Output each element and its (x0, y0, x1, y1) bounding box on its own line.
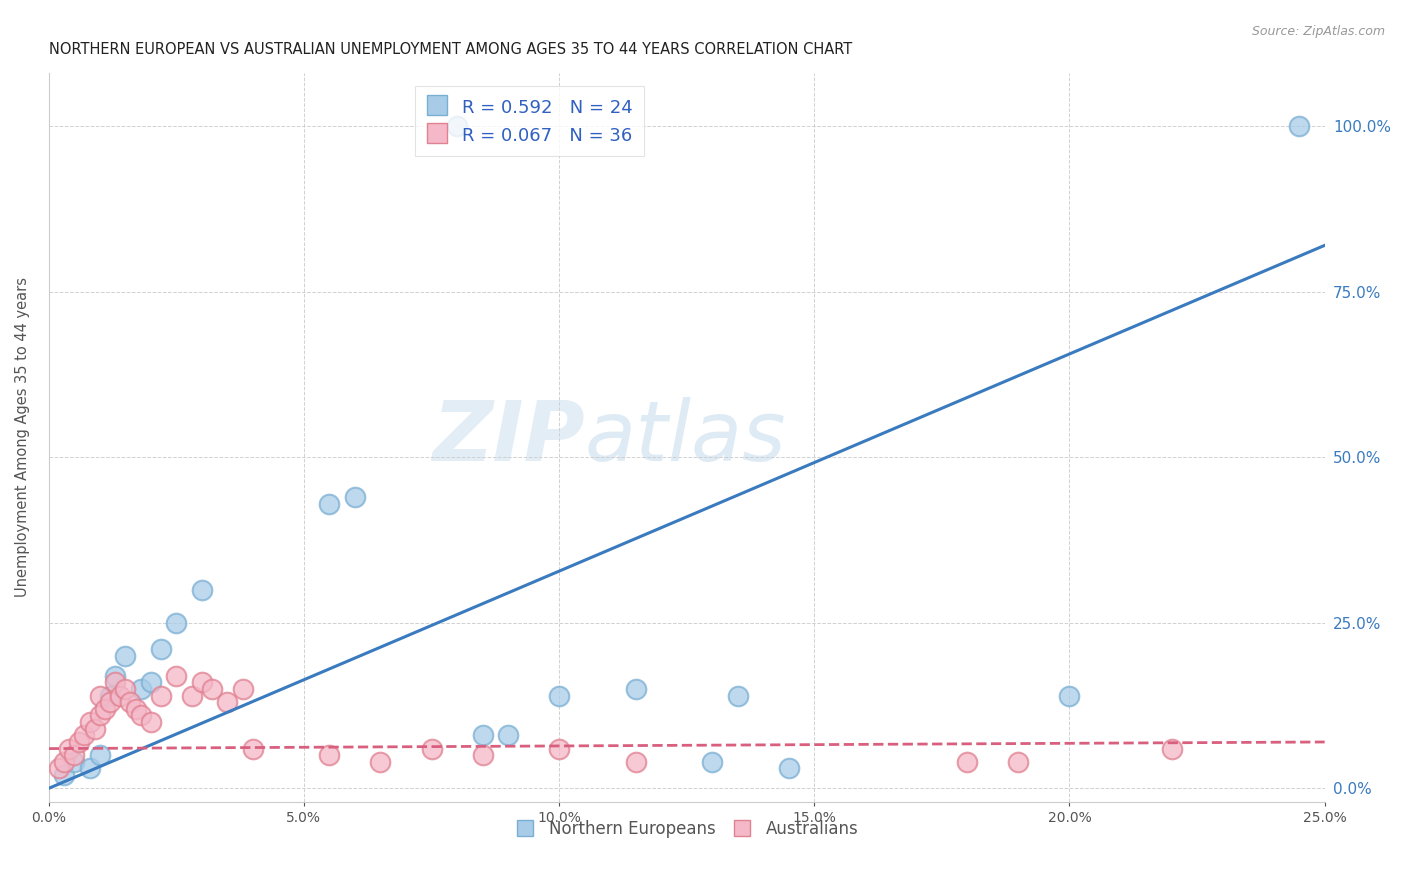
Point (343, 490, 366, 504)
Point (217, 695, 239, 709)
Point (318, 748, 340, 763)
Text: Source: ZipAtlas.com: Source: ZipAtlas.com (1251, 25, 1385, 38)
Text: NORTHERN EUROPEAN VS AUSTRALIAN UNEMPLOYMENT AMONG AGES 35 TO 44 YEARS CORRELATI: NORTHERN EUROPEAN VS AUSTRALIAN UNEMPLOY… (49, 42, 852, 57)
Point (420, 741, 443, 756)
Point (165, 615, 187, 630)
Point (89, 689, 111, 703)
Point (471, 748, 494, 763)
Point (67, 735, 90, 749)
Point (124, 702, 146, 716)
Point (778, 762, 800, 776)
Point (318, 497, 340, 511)
Point (624, 681, 647, 696)
Point (150, 642, 173, 657)
Point (83, 722, 105, 736)
Point (89, 708, 111, 723)
Y-axis label: Unemployment Among Ages 35 to 44 years: Unemployment Among Ages 35 to 44 years (15, 277, 30, 598)
Point (94, 702, 117, 716)
Point (150, 689, 173, 703)
Point (446, 119, 468, 133)
Point (191, 582, 214, 597)
Point (139, 675, 162, 690)
Text: ZIP: ZIP (432, 397, 585, 478)
Point (548, 689, 571, 703)
Point (129, 708, 152, 723)
Point (165, 669, 187, 683)
Point (79, 715, 101, 730)
Point (120, 695, 142, 709)
Point (79, 762, 101, 776)
Point (104, 675, 127, 690)
Point (114, 681, 136, 696)
Point (702, 755, 724, 769)
Point (108, 689, 131, 703)
Point (48, 762, 70, 776)
Point (496, 728, 519, 742)
Point (1059, 689, 1081, 703)
Point (727, 689, 749, 703)
Point (242, 741, 264, 756)
Point (129, 681, 152, 696)
Point (63, 748, 86, 763)
Point (180, 689, 202, 703)
Point (201, 681, 224, 696)
Point (104, 669, 127, 683)
Point (139, 715, 162, 730)
Point (624, 755, 647, 769)
Point (471, 728, 494, 742)
Point (73, 728, 96, 742)
Point (53, 768, 76, 782)
Point (114, 648, 136, 663)
Point (191, 675, 214, 690)
Point (98, 695, 121, 709)
Point (1288, 119, 1310, 133)
Point (58, 741, 80, 756)
Point (1160, 741, 1182, 756)
Point (1007, 755, 1029, 769)
Point (53, 755, 76, 769)
Legend: Northern Europeans, Australians: Northern Europeans, Australians (509, 813, 865, 844)
Point (956, 755, 979, 769)
Point (370, 755, 392, 769)
Point (89, 748, 111, 763)
Point (548, 741, 571, 756)
Point (63, 755, 86, 769)
Text: atlas: atlas (585, 397, 786, 478)
Point (232, 681, 254, 696)
Point (98, 689, 121, 703)
